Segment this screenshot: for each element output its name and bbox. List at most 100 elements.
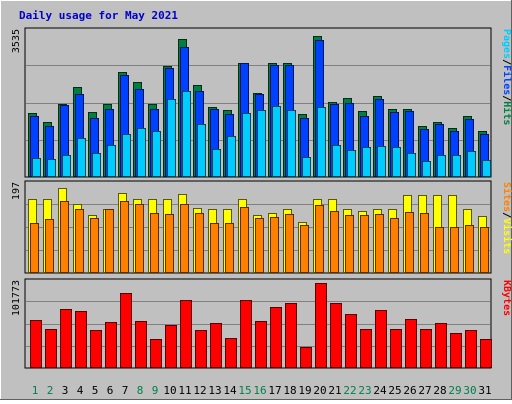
x-tick-label-day-10: 10 xyxy=(163,384,176,397)
bar-pages-day-18 xyxy=(287,110,296,177)
bar-pages-day-17 xyxy=(272,106,281,177)
x-tick-label-day-6: 6 xyxy=(107,384,114,397)
legend-item: KBytes xyxy=(501,280,512,316)
x-tick-label-day-30: 30 xyxy=(463,384,476,397)
legend-item: Sites xyxy=(501,182,512,212)
bar-sites-day-22 xyxy=(345,215,354,273)
x-tick-label-day-7: 7 xyxy=(122,384,129,397)
panel-kbytes: 101773 KBytes xyxy=(11,278,512,369)
bar-kbytes-day-21 xyxy=(330,303,342,368)
bar-sites-day-11 xyxy=(180,204,189,273)
x-tick-label-day-8: 8 xyxy=(137,384,144,397)
bar-pages-day-28 xyxy=(437,155,446,177)
x-tick-label-day-19: 19 xyxy=(298,384,311,397)
bar-sites-day-15 xyxy=(240,207,249,273)
bar-kbytes-day-7 xyxy=(120,293,132,368)
bar-pages-day-5 xyxy=(92,153,101,177)
bar-pages-day-6 xyxy=(107,145,116,177)
legend-item: / xyxy=(501,59,512,65)
bar-pages-day-16 xyxy=(257,110,266,177)
x-tick-label-day-18: 18 xyxy=(283,384,296,397)
bar-sites-day-8 xyxy=(135,204,144,273)
x-tick-label-day-24: 24 xyxy=(373,384,387,397)
x-tick-label-day-2: 2 xyxy=(47,384,54,397)
bar-pages-day-4 xyxy=(77,138,86,177)
bar-pages-day-9 xyxy=(152,131,161,177)
bar-sites-day-21 xyxy=(330,211,339,273)
bar-kbytes-day-6 xyxy=(105,322,117,368)
bar-sites-day-18 xyxy=(285,214,294,273)
legend-label: KBytes xyxy=(501,280,512,316)
bar-sites-day-4 xyxy=(75,209,84,273)
bar-kbytes-day-31 xyxy=(480,339,492,368)
bar-sites-day-3 xyxy=(60,201,69,273)
x-tick-label-day-14: 14 xyxy=(223,384,237,397)
bar-kbytes-day-26 xyxy=(405,319,417,368)
bar-pages-day-26 xyxy=(407,153,416,177)
bar-sites-day-14 xyxy=(225,223,234,273)
bar-pages-day-24 xyxy=(377,146,386,177)
bar-kbytes-day-11 xyxy=(180,300,192,368)
bar-pages-day-22 xyxy=(347,150,356,177)
bar-pages-day-30 xyxy=(467,151,476,177)
bar-kbytes-day-25 xyxy=(390,329,402,368)
bar-pages-day-2 xyxy=(47,159,56,177)
bar-sites-day-29 xyxy=(450,227,459,273)
bar-kbytes-day-1 xyxy=(30,320,42,368)
bar-kbytes-day-13 xyxy=(210,323,222,368)
bar-kbytes-day-24 xyxy=(375,310,387,368)
bar-kbytes-day-9 xyxy=(150,339,162,368)
bar-kbytes-day-12 xyxy=(195,330,207,368)
bar-sites-day-16 xyxy=(255,218,264,273)
x-tick-label-day-5: 5 xyxy=(92,384,99,397)
bar-kbytes-day-16 xyxy=(255,321,267,368)
bar-kbytes-day-8 xyxy=(135,321,147,368)
bar-kbytes-day-30 xyxy=(465,330,477,368)
bar-sites-day-31 xyxy=(480,227,489,273)
bar-sites-day-12 xyxy=(195,213,204,273)
x-tick-label-day-29: 29 xyxy=(448,384,461,397)
bar-kbytes-day-29 xyxy=(450,333,462,368)
day-axis-labels: 1 2 3 4 5 6 7 8 9 10 11 12 13 14 15 16 17 18 19 20 21 22 23 24 2… xyxy=(32,384,492,397)
bar-sites-day-23 xyxy=(360,215,369,273)
bar-pages-day-15 xyxy=(242,113,251,177)
bar-pages-day-7 xyxy=(122,134,131,177)
y-max-label: 3535 xyxy=(11,29,22,53)
bar-sites-day-30 xyxy=(465,225,474,273)
x-tick-label-day-15: 15 xyxy=(238,384,251,397)
legend-item: Files xyxy=(501,65,512,95)
bar-kbytes-day-28 xyxy=(435,323,447,368)
legend-item: Visits xyxy=(501,218,512,254)
x-tick-label-day-3: 3 xyxy=(62,384,69,397)
bar-sites-day-20 xyxy=(315,205,324,273)
x-tick-label-day-26: 26 xyxy=(403,384,416,397)
bar-sites-day-10 xyxy=(165,214,174,273)
bar-sites-day-27 xyxy=(420,213,429,273)
x-tick-label-day-25: 25 xyxy=(388,384,401,397)
bar-sites-day-28 xyxy=(435,227,444,273)
x-tick-label-day-13: 13 xyxy=(208,384,221,397)
x-tick-label-day-11: 11 xyxy=(178,384,191,397)
bar-sites-day-25 xyxy=(390,218,399,273)
bar-kbytes-day-27 xyxy=(420,329,432,368)
bar-pages-day-31 xyxy=(482,160,491,177)
bar-sites-day-1 xyxy=(30,223,39,273)
x-tick-label-day-1: 1 xyxy=(32,384,39,397)
bar-pages-day-1 xyxy=(32,158,41,177)
bar-kbytes-day-10 xyxy=(165,325,177,368)
bar-pages-day-3 xyxy=(62,155,71,177)
bar-pages-day-11 xyxy=(182,91,191,177)
bar-sites-day-19 xyxy=(300,225,309,273)
x-tick-label-day-9: 9 xyxy=(152,384,159,397)
legend-item: / xyxy=(501,95,512,101)
bar-kbytes-day-5 xyxy=(90,330,102,368)
x-tick-label-day-28: 28 xyxy=(433,384,446,397)
bar-sites-day-26 xyxy=(405,212,414,273)
legend-item: Pages xyxy=(501,29,512,59)
bar-sites-day-5 xyxy=(90,218,99,273)
bar-kbytes-day-15 xyxy=(240,300,252,368)
bar-kbytes-day-22 xyxy=(345,314,357,368)
bar-pages-day-10 xyxy=(167,99,176,177)
bar-pages-day-25 xyxy=(392,147,401,177)
